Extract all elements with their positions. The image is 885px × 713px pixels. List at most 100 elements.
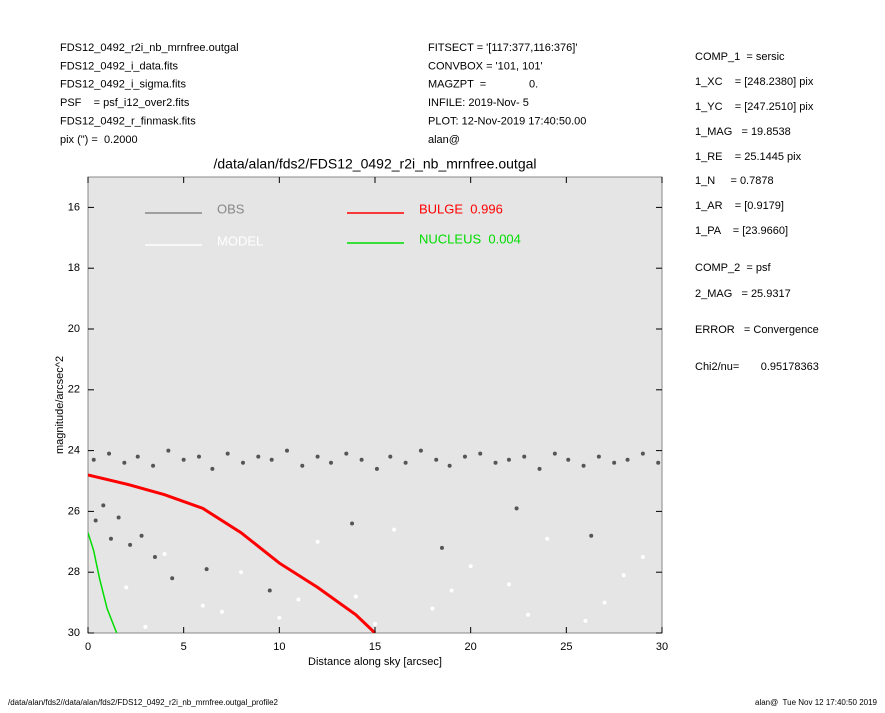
data-point xyxy=(204,567,209,572)
data-point xyxy=(300,463,305,468)
data-point xyxy=(640,555,645,559)
data-point xyxy=(344,451,349,456)
x-tick-label: 15 xyxy=(369,641,381,653)
data-point xyxy=(514,506,519,511)
data-point xyxy=(449,588,454,593)
legend-label: NUCLEUS 0.004 xyxy=(419,231,521,246)
data-point xyxy=(107,451,112,456)
data-point xyxy=(537,466,542,471)
header-left-line: FDS12_0492_r2i_nb_mrnfree.outgal xyxy=(60,42,239,54)
data-point xyxy=(181,457,186,462)
model-line xyxy=(88,532,118,633)
header-right-line: COMP_1 = sersic xyxy=(695,51,785,63)
legend-label: MODEL xyxy=(217,233,263,248)
x-tick-label: 30 xyxy=(656,641,668,653)
data-point xyxy=(284,448,289,453)
data-point xyxy=(566,457,571,462)
footer-left: /data/alan/fds2//data/alan/fds2/FDS12_04… xyxy=(8,698,279,707)
data-point xyxy=(545,536,550,541)
data-point xyxy=(91,457,96,462)
y-tick-label: 22 xyxy=(68,384,80,396)
data-point xyxy=(143,624,148,629)
data-point xyxy=(612,460,617,465)
x-tick-label: 10 xyxy=(273,641,285,653)
plot-area xyxy=(87,176,663,634)
data-point xyxy=(269,457,274,462)
header-left-line: FDS12_0492_r_finmask.fits xyxy=(60,116,196,128)
data-point xyxy=(418,448,423,453)
data-point xyxy=(277,615,282,620)
data-point xyxy=(468,564,473,569)
header-right-line: 1_N = 0.7878 xyxy=(695,175,774,187)
header-left-line: FDS12_0492_i_sigma.fits xyxy=(60,79,186,91)
data-point xyxy=(239,570,244,575)
header-right-line: ERROR = Convergence xyxy=(695,324,819,336)
y-tick-label: 20 xyxy=(68,323,80,335)
header-middle-line: MAGZPT = 0. xyxy=(428,79,538,91)
data-point xyxy=(552,451,557,456)
y-axis-label: magnitude/arcsec^2 xyxy=(54,356,66,454)
data-point xyxy=(196,454,201,459)
data-point xyxy=(439,545,444,550)
header-middle-line: CONVBOX = '101, 101' xyxy=(428,60,543,72)
data-point xyxy=(139,533,144,538)
data-point xyxy=(124,585,129,590)
data-point xyxy=(101,503,106,508)
data-point xyxy=(493,460,498,465)
header-left-line: PSF = psf_i12_over2.fits xyxy=(60,97,190,109)
data-point xyxy=(640,451,645,456)
data-point xyxy=(462,454,467,459)
data-point xyxy=(152,555,157,559)
data-point xyxy=(162,551,167,556)
model-line xyxy=(88,473,377,633)
data-point xyxy=(170,576,175,581)
header-right-line: 1_AR = [0.9179] xyxy=(695,200,784,212)
y-tick-label: 30 xyxy=(68,627,80,639)
legend-label: BULGE 0.996 xyxy=(419,201,503,216)
data-point xyxy=(526,612,531,617)
data-point xyxy=(359,457,364,462)
data-point xyxy=(315,539,320,544)
data-point xyxy=(478,451,483,456)
header-right-line: 1_XC = [248.2380] pix xyxy=(695,76,814,88)
data-point xyxy=(589,533,594,538)
data-point xyxy=(108,536,113,541)
data-point xyxy=(328,460,333,465)
x-axis-label: Distance along sky [arcsec] xyxy=(308,656,442,668)
y-tick-label: 18 xyxy=(68,262,80,274)
data-point xyxy=(621,573,626,578)
footer-right: alan@ Tue Nov 12 17:40:50 2019 xyxy=(755,698,878,707)
data-point xyxy=(583,618,588,623)
header-right-line: Chi2/nu= 0.95178363 xyxy=(695,361,819,373)
header-right-line: 1_YC = [247.2510] pix xyxy=(695,101,814,113)
header-middle-line: INFILE: 2019-Nov- 5 xyxy=(428,97,529,109)
header-left-line: FDS12_0492_i_data.fits xyxy=(60,60,179,72)
x-tick-label: 5 xyxy=(181,641,187,653)
header-middle-line: FITSECT = '[117:377,116:376]' xyxy=(428,42,577,54)
data-point xyxy=(602,600,607,605)
data-point xyxy=(256,454,261,459)
data-point xyxy=(522,454,527,459)
y-tick-label: 28 xyxy=(68,566,80,578)
data-point xyxy=(430,606,435,611)
data-point xyxy=(315,454,320,459)
header-left-line: pix (") = 0.2000 xyxy=(60,134,138,146)
data-point xyxy=(506,457,511,462)
header-right-line: 1_RE = 25.1445 pix xyxy=(695,151,802,163)
x-tick-label: 20 xyxy=(465,641,477,653)
y-tick-label: 24 xyxy=(68,445,80,457)
data-point xyxy=(373,621,377,626)
data-point xyxy=(267,588,272,593)
data-point xyxy=(296,597,301,602)
chart-title: /data/alan/fds2/FDS12_0492_r2i_nb_mrnfre… xyxy=(214,156,537,172)
data-point xyxy=(166,448,171,453)
data-point xyxy=(219,609,224,614)
data-point xyxy=(403,460,408,465)
data-point xyxy=(350,521,355,526)
data-point xyxy=(596,454,601,459)
x-tick-label: 25 xyxy=(560,641,572,653)
legend-label: OBS xyxy=(217,201,245,216)
data-point xyxy=(116,515,121,520)
